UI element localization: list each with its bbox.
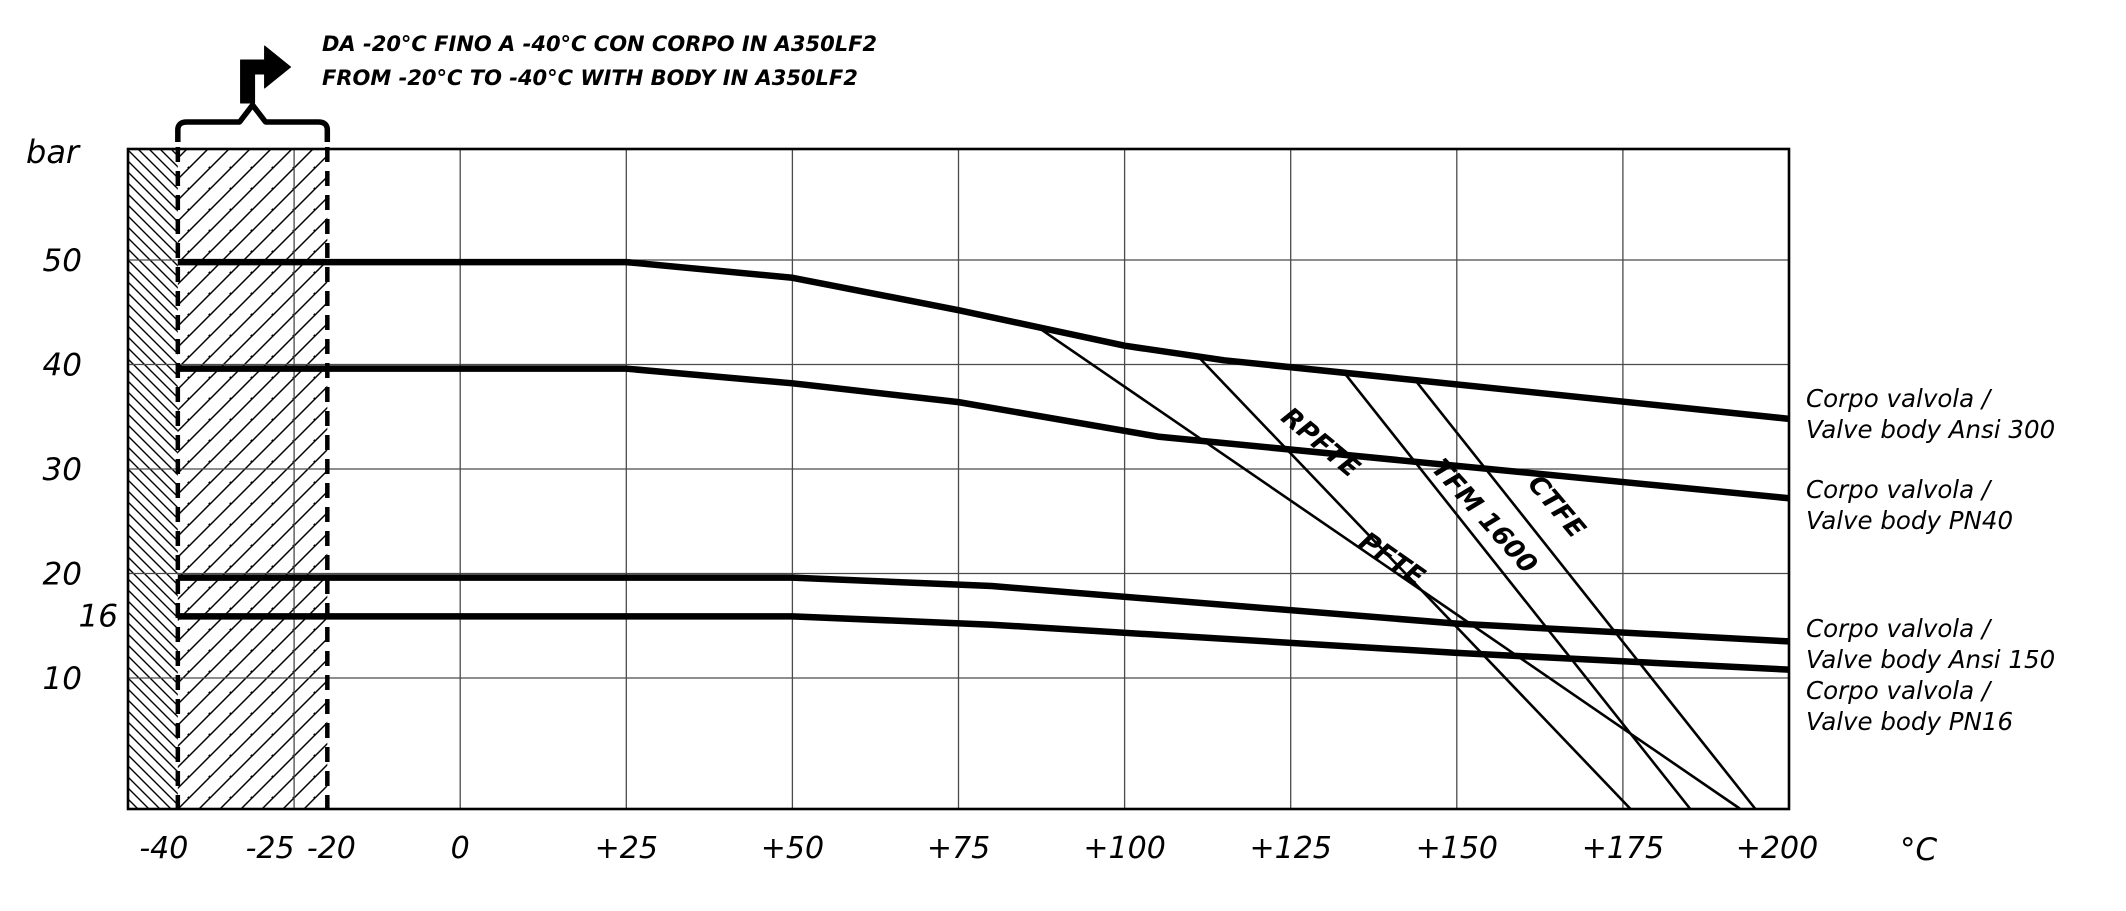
- y-axis-unit-label: bar: [26, 133, 81, 171]
- turn-right-arrow-icon: [240, 45, 292, 104]
- chart-note-italian: DA -20°C FINO A -40°C CON CORPO IN A350L…: [322, 32, 878, 56]
- y-tick-label-20: 20: [43, 557, 82, 593]
- x-tick-label--40: -40: [139, 831, 188, 866]
- y-tick-label-16: 16: [79, 598, 118, 634]
- y-tick-label-10: 10: [43, 661, 82, 697]
- x-tick-label-+50: +50: [761, 831, 824, 866]
- body-rating-curves: [177, 258, 1790, 673]
- hatch-region-a350lf2: [128, 149, 328, 809]
- x-tick-label--25: -25: [246, 831, 295, 866]
- x-tick-label--20: -20: [307, 831, 356, 866]
- valve-body-ansi-150-label-line1: Corpo valvola /: [1806, 614, 1993, 643]
- valve-body-pn16-label-line1: Corpo valvola /: [1806, 676, 1993, 705]
- hatch-minus40-to-minus20-a350lf2: [177, 149, 328, 809]
- seat-rpfte-line: [1196, 355, 1632, 810]
- seat-tfm-1600-line: [1344, 373, 1692, 810]
- y-tick-label-50: 50: [43, 243, 82, 279]
- hatch-below-minus40: [128, 149, 178, 809]
- x-tick-label-+125: +125: [1249, 831, 1331, 866]
- y-tick-label-30: 30: [43, 452, 82, 488]
- valve-body-ansi-150-label-line2: Valve body Ansi 150: [1806, 645, 2055, 674]
- valve-body-ansi-300-label-line1: Corpo valvola /: [1806, 384, 1993, 413]
- y-tick-label-40: 40: [43, 348, 82, 384]
- valve-body-ansi-300-curve: [177, 258, 1790, 423]
- x-tick-label-+25: +25: [595, 831, 658, 866]
- valve-body-ansi-300-label-line2: Valve body Ansi 300: [1806, 415, 2055, 444]
- x-tick-label-+200: +200: [1736, 831, 1818, 866]
- x-tick-label-+175: +175: [1582, 831, 1664, 866]
- valve-body-pn16-curve: [177, 613, 1790, 673]
- seat-label-pfte: PFTE: [1353, 526, 1430, 592]
- range-brace: [175, 102, 331, 142]
- valve-body-pn40-curve: [177, 365, 1790, 502]
- seat-label-rpfte: RPFTE: [1275, 402, 1365, 484]
- x-tick-label-+75: +75: [927, 831, 990, 866]
- chart-note-english: FROM -20°C TO -40°C WITH BODY IN A350LF2: [322, 66, 858, 90]
- x-axis-unit-label: °C: [1900, 832, 1938, 868]
- valve-body-pn16-label-line2: Valve body PN16: [1806, 707, 2013, 736]
- x-tick-label-+150: +150: [1416, 831, 1498, 866]
- valve-body-pn40-label-line1: Corpo valvola /: [1806, 475, 1993, 504]
- x-tick-label-+100: +100: [1083, 831, 1165, 866]
- x-tick-label-0: 0: [451, 831, 470, 866]
- valve-body-ansi-150-curve: [177, 574, 1790, 645]
- seat-ctfe-line: [1415, 381, 1757, 810]
- valve-body-pn40-label-line2: Valve body PN40: [1806, 506, 2013, 535]
- seat-material-lines: [1038, 326, 1757, 810]
- plot-border: [126, 147, 1791, 811]
- seat-pfte-line: [1038, 326, 1741, 810]
